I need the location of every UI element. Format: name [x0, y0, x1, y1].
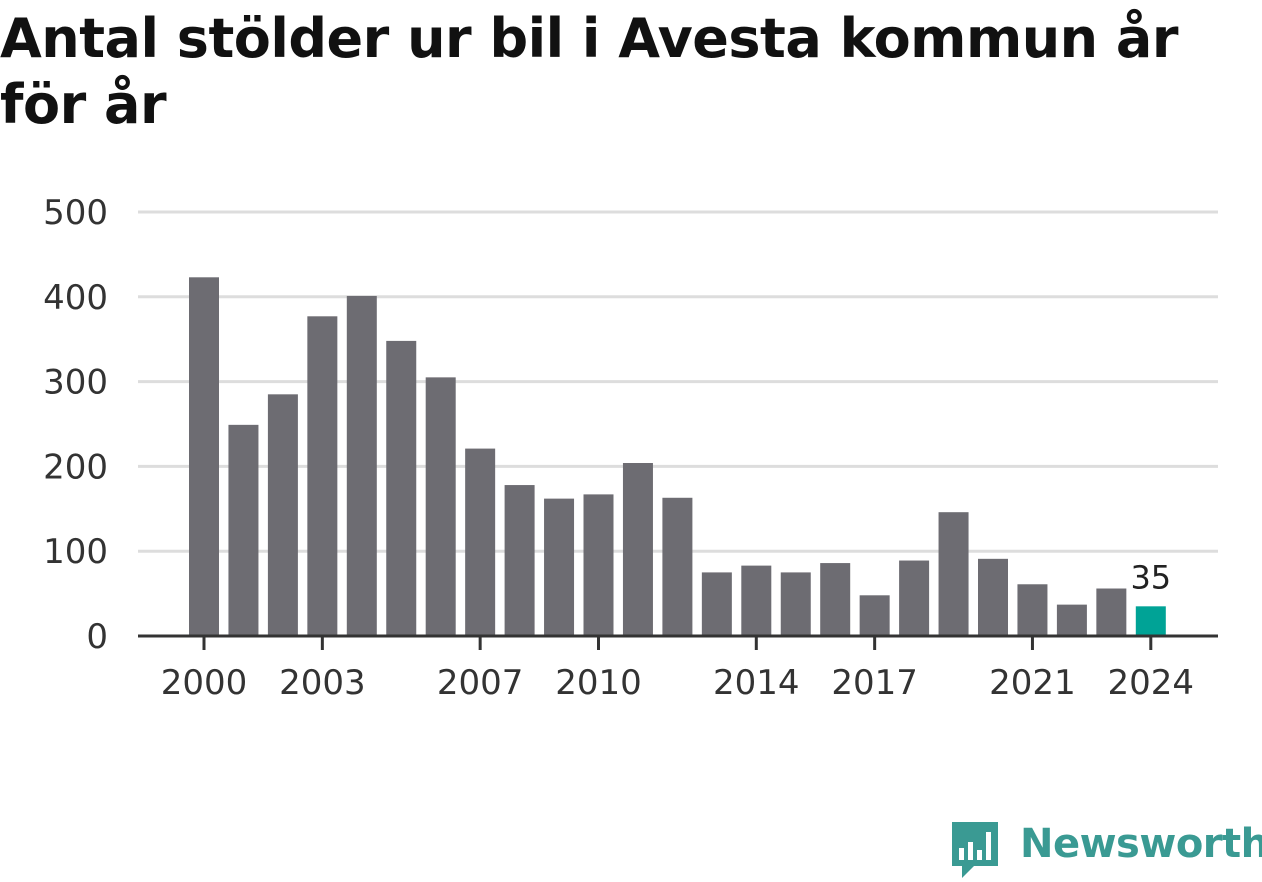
bar [307, 316, 338, 636]
x-tick-label: 2014 [713, 663, 800, 703]
y-tick-label: 100 [43, 532, 108, 572]
bar [820, 563, 851, 636]
bar [544, 498, 575, 636]
brand-name: Newsworthy [1020, 821, 1262, 867]
bar [425, 377, 456, 636]
bar [504, 485, 535, 636]
bars [189, 277, 1166, 636]
bar [662, 497, 693, 636]
newsworthy-logo-icon [952, 822, 998, 878]
bar [938, 512, 969, 636]
data-label: 35 [1130, 558, 1171, 596]
bar [465, 448, 496, 636]
x-tick-label: 2024 [1108, 663, 1195, 703]
y-tick-label: 200 [43, 447, 108, 487]
y-tick-label: 300 [43, 363, 108, 403]
bar [386, 340, 417, 636]
bar [189, 277, 219, 636]
y-axis-ticks: 0 100 200 300 400 500 [43, 193, 108, 657]
x-axis: 2000 2003 2007 2010 2014 2017 2021 2024 [138, 634, 1218, 703]
x-tick-label: 2021 [989, 663, 1076, 703]
bar [583, 494, 614, 636]
bar [780, 572, 811, 636]
bar [741, 565, 772, 636]
x-tick-label: 2017 [831, 663, 918, 703]
chart-title: Antal stölder ur bil i Avesta kommun år … [0, 7, 1178, 136]
bar [228, 424, 259, 636]
bar [1096, 588, 1127, 636]
newsworthy-brand: Newsworthy [950, 816, 1262, 880]
x-tick-label: 2003 [279, 663, 366, 703]
bar [622, 463, 653, 636]
bar [899, 560, 930, 636]
x-tick-label: 2000 [161, 663, 248, 703]
bar [1056, 604, 1087, 636]
data-labels: 35 [1130, 558, 1171, 596]
bar [859, 595, 890, 636]
bar [346, 295, 377, 636]
bar [701, 572, 732, 636]
y-tick-label: 500 [43, 193, 108, 233]
x-tick-label: 2007 [437, 663, 524, 703]
y-tick-label: 0 [86, 617, 108, 657]
bar [1135, 606, 1166, 636]
bar [978, 558, 1008, 636]
bar [1017, 584, 1048, 636]
bar [267, 394, 298, 636]
x-tick-label: 2010 [555, 663, 642, 703]
y-tick-label: 400 [43, 278, 108, 318]
